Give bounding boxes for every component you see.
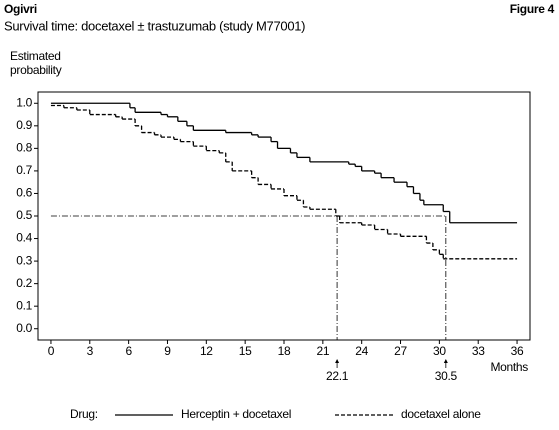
x-tick-label: 3 bbox=[87, 344, 94, 358]
y-tick-label: 0.3 bbox=[16, 253, 32, 267]
y-tick-label: 0.6 bbox=[16, 186, 32, 200]
x-tick-label: 18 bbox=[278, 344, 291, 358]
legend-label: docetaxel alone bbox=[401, 407, 481, 421]
brand: Ogivri bbox=[4, 2, 37, 16]
y-tick-label: 0.5 bbox=[16, 208, 32, 222]
x-tick-label: 27 bbox=[394, 344, 407, 358]
median-arrowhead bbox=[335, 359, 340, 363]
x-label: Months bbox=[490, 360, 528, 374]
legend-label: Herceptin + docetaxel bbox=[181, 407, 291, 421]
y-label: probability bbox=[10, 63, 62, 77]
y-tick-label: 0.1 bbox=[16, 298, 32, 312]
subtitle: Survival time: docetaxel ± trastuzumab (… bbox=[4, 18, 305, 33]
x-tick-label: 24 bbox=[355, 344, 368, 358]
x-tick-label: 36 bbox=[511, 344, 524, 358]
median-arrowhead bbox=[443, 359, 448, 363]
x-tick-label: 15 bbox=[239, 344, 252, 358]
y-tick-label: 0.8 bbox=[16, 141, 32, 155]
x-tick-label: 12 bbox=[200, 344, 213, 358]
y-tick-label: 0.0 bbox=[16, 321, 32, 335]
y-tick-label: 0.2 bbox=[16, 276, 32, 290]
y-tick-label: 0.7 bbox=[16, 163, 32, 177]
x-tick-label: 6 bbox=[125, 344, 132, 358]
figure-label: Figure 4 bbox=[510, 2, 555, 16]
x-tick-label: 21 bbox=[316, 344, 329, 358]
legend-title: Drug: bbox=[70, 407, 98, 421]
y-label: Estimated bbox=[10, 49, 61, 63]
y-tick-label: 0.4 bbox=[16, 231, 32, 245]
y-tick-label: 0.9 bbox=[16, 118, 32, 132]
y-tick-label: 1.0 bbox=[16, 95, 32, 109]
x-tick-label: 33 bbox=[472, 344, 485, 358]
x-tick-label: 30 bbox=[433, 344, 446, 358]
median-label: 22.1 bbox=[326, 369, 349, 383]
x-tick-label: 0 bbox=[48, 344, 55, 358]
median-label: 30.5 bbox=[435, 369, 458, 383]
x-tick-label: 9 bbox=[164, 344, 171, 358]
